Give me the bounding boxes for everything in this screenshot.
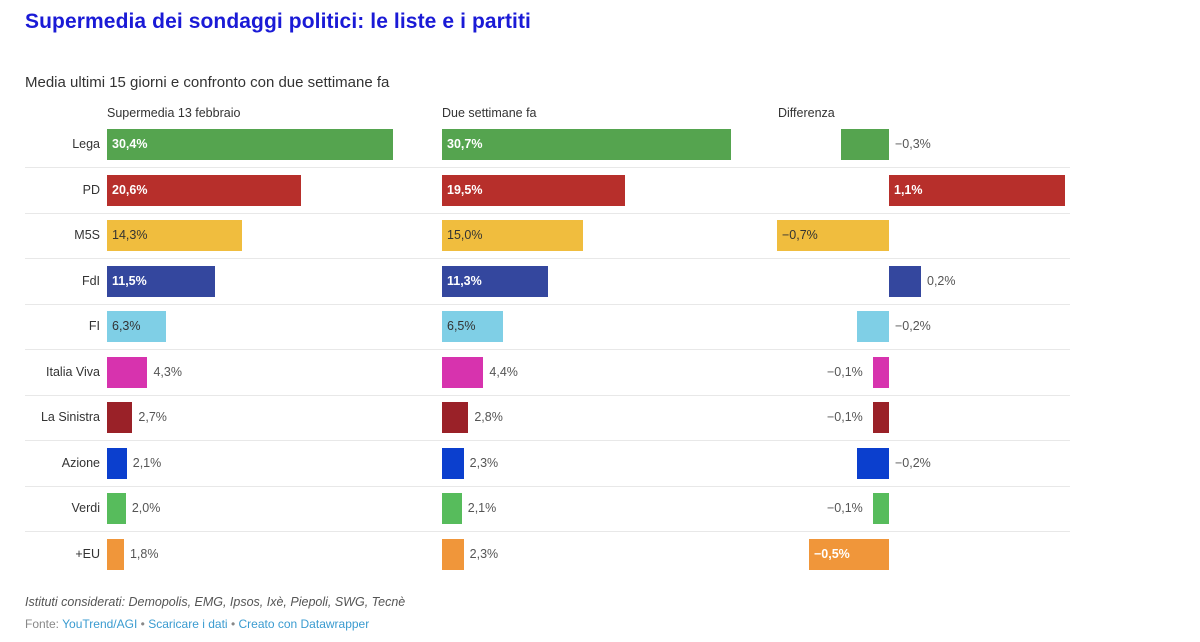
value-label: −0,1% (827, 410, 863, 424)
chart-title: Supermedia dei sondaggi politici: le lis… (25, 10, 531, 33)
bar[interactable] (873, 493, 889, 524)
bar[interactable] (107, 493, 126, 524)
value-label: 11,5% (112, 273, 147, 288)
row-label: FI (88, 319, 100, 333)
row-label: PD (82, 182, 100, 197)
notes-text: Istituti considerati: Demopolis, EMG, Ip… (25, 595, 406, 609)
value-label: 2,1% (132, 455, 162, 470)
row-label: M5S (74, 228, 100, 242)
bar[interactable] (777, 220, 889, 251)
row-divider (25, 212, 1070, 214)
bar[interactable] (841, 129, 889, 160)
row-label: La Sinistra (40, 410, 100, 424)
bar[interactable] (107, 447, 127, 479)
value-label: −0,7% (782, 228, 818, 242)
bar[interactable] (442, 174, 626, 206)
bar[interactable] (442, 129, 731, 160)
value-label: 2,1% (467, 501, 497, 515)
bar[interactable] (107, 265, 216, 297)
value-label: 6,5% (447, 319, 476, 333)
value-label: 19,5% (447, 182, 483, 197)
value-label: −0,2% (895, 455, 931, 470)
bar[interactable] (442, 265, 549, 297)
bar[interactable] (442, 311, 504, 342)
bar[interactable] (107, 220, 242, 251)
footer-separator: • (140, 617, 145, 631)
value-label: 4,4% (489, 364, 518, 379)
bar[interactable] (107, 356, 148, 388)
bar[interactable] (107, 174, 301, 206)
footer: Fonte: YouTrend/AGI • Scaricare i dati •… (25, 617, 369, 631)
bar[interactable] (442, 402, 469, 433)
bar[interactable] (873, 402, 889, 433)
value-label: 14,3% (112, 228, 148, 242)
bar[interactable] (889, 265, 921, 297)
value-label: 2,3% (469, 455, 499, 470)
value-label: −0,1% (827, 364, 863, 379)
value-label: 2,3% (469, 546, 499, 561)
value-label: 15,0% (447, 228, 483, 242)
row-divider (25, 167, 1070, 168)
row-label: +EU (75, 546, 100, 561)
row-label: Verdi (71, 501, 101, 515)
row-divider (25, 440, 1070, 441)
row-label: Lega (72, 137, 100, 151)
value-label: −0,1% (827, 501, 863, 515)
value-label: 2,0% (131, 501, 161, 515)
footer-separator: • (230, 617, 236, 631)
value-label: 0,2% (927, 273, 956, 288)
value-label: 30,7% (447, 137, 483, 151)
bar[interactable] (442, 447, 464, 479)
datawrapper-link[interactable]: Creato con Datawrapper (238, 617, 370, 631)
value-label: 1,8% (129, 546, 159, 561)
value-label: 11,3% (447, 273, 482, 288)
bar[interactable] (857, 311, 889, 342)
value-label: −0,3% (895, 137, 931, 151)
row-divider (25, 258, 1070, 259)
source-prefix: Fonte: (25, 617, 60, 631)
bar[interactable] (107, 129, 394, 160)
value-label: 20,6% (112, 182, 148, 197)
bar[interactable] (809, 538, 889, 570)
chart-subtitle: Media ultimi 15 giorni e confronto con d… (25, 74, 390, 91)
bar[interactable] (442, 220, 584, 251)
bar[interactable] (442, 356, 484, 388)
column-header-0: Supermedia 13 febbraio (107, 106, 241, 120)
value-label: 2,8% (474, 410, 503, 424)
row-divider (25, 349, 1070, 350)
row-divider (25, 485, 1070, 487)
row-label: Azione (61, 455, 100, 470)
row-label: Italia Viva (46, 364, 100, 379)
bar[interactable] (442, 493, 462, 524)
value-label: 6,3% (112, 319, 141, 333)
value-label: 2,7% (138, 410, 167, 424)
source-link[interactable]: YouTrend/AGI (62, 617, 138, 631)
value-label: −0,5% (814, 546, 850, 561)
bar[interactable] (107, 538, 124, 570)
row-divider (25, 303, 1070, 305)
row-divider (25, 531, 1070, 532)
bar[interactable] (889, 174, 1065, 206)
row-divider (25, 394, 1070, 396)
bar[interactable] (873, 356, 889, 388)
bar[interactable] (107, 402, 133, 433)
bar[interactable] (857, 447, 889, 479)
value-label: 30,4% (112, 137, 148, 151)
value-label: 4,3% (153, 364, 182, 379)
bar[interactable] (107, 311, 167, 342)
value-label: 1,1% (894, 182, 923, 197)
column-header-1: Due settimane fa (442, 106, 537, 120)
column-header-2: Differenza (778, 106, 835, 120)
download-data-link[interactable]: Scaricare i dati (148, 617, 228, 631)
row-label: FdI (81, 273, 100, 288)
bar[interactable] (442, 538, 464, 570)
value-label: −0,2% (895, 319, 931, 333)
